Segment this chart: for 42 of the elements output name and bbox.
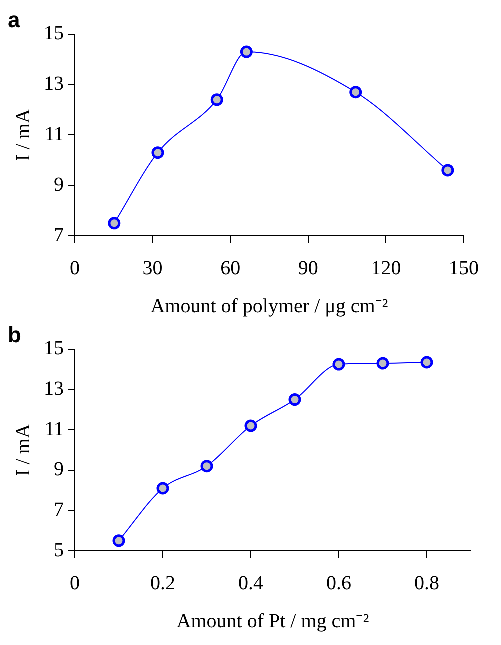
x-tick-label: 0.8 [414,572,440,594]
y-tick-label: 15 [44,338,64,360]
x-axis-title: Amount of Pt / mg cm⁻² [176,610,370,632]
point [332,358,346,371]
y-tick-label: 7 [54,224,64,246]
x-tick-label: 90 [298,257,318,280]
point [420,356,434,369]
y-tick-label: 9 [54,174,64,196]
y-axis-title: I / mA [12,108,34,162]
y-tick-label: 11 [44,123,64,146]
point [350,86,362,99]
point [112,534,126,548]
point [240,46,253,58]
y-axis-title: I / mA [12,424,34,476]
y-tick-label: 13 [44,73,64,96]
point [376,357,390,370]
x-tick-label: 60 [220,257,241,280]
x-tick-label: 0 [70,257,80,280]
point [108,217,121,230]
x-tick-label: 0.2 [150,572,176,594]
point [442,164,454,177]
x-tick-label: 0 [70,572,80,594]
point [156,482,170,495]
point [288,394,302,406]
y-tick-label: 7 [54,498,64,521]
point [210,94,224,106]
point [200,460,214,473]
x-tick-label: 120 [371,257,402,280]
x-tick-label: 150 [449,257,479,280]
chart-title: b [8,322,22,348]
point [152,146,164,160]
y-tick-label: 5 [54,539,64,562]
y-tick-label: 9 [54,458,64,481]
x-tick-label: 30 [142,257,163,280]
y-tick-label: 13 [44,378,64,400]
point [244,420,258,432]
x-tick-label: 0.4 [238,572,264,594]
y-tick-label: 15 [44,22,64,45]
x-axis-title: Amount of polymer / μg cm⁻² [150,295,388,318]
y-tick-label: 11 [44,418,64,440]
chart-title: a [8,7,21,32]
x-tick-label: 0.6 [326,572,352,594]
